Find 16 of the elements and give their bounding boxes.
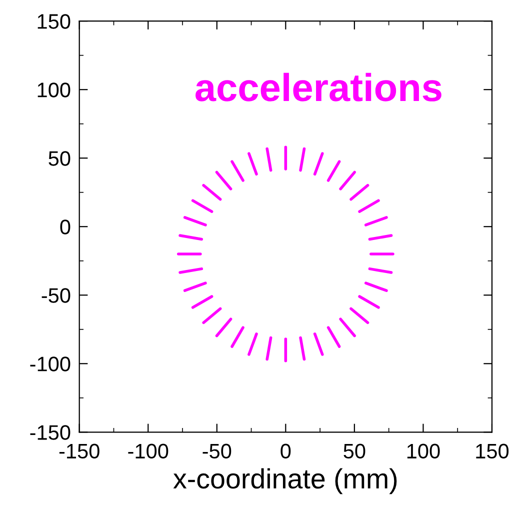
y-tick-label: 150 <box>38 14 70 29</box>
y-tick-label: -100 <box>30 356 70 372</box>
y-tick-label: 50 <box>48 151 70 166</box>
x-tick-label: 50 <box>344 444 366 459</box>
y-tick-label: 100 <box>38 82 70 98</box>
x-tick-label: -150 <box>59 444 100 459</box>
y-tick-label: -150 <box>30 425 70 440</box>
x-tick-label: -100 <box>128 444 168 459</box>
x-axis-title: x-coordinate (mm) <box>173 468 397 494</box>
x-tick-label: -50 <box>202 444 232 459</box>
x-tick-label: 0 <box>280 444 291 459</box>
x-tick-label: 150 <box>476 444 509 459</box>
y-tick-label: 0 <box>60 220 70 234</box>
x-tick-label: 100 <box>407 444 440 459</box>
y-tick-label: -50 <box>42 288 70 303</box>
annotation: accelerations <box>196 72 442 102</box>
